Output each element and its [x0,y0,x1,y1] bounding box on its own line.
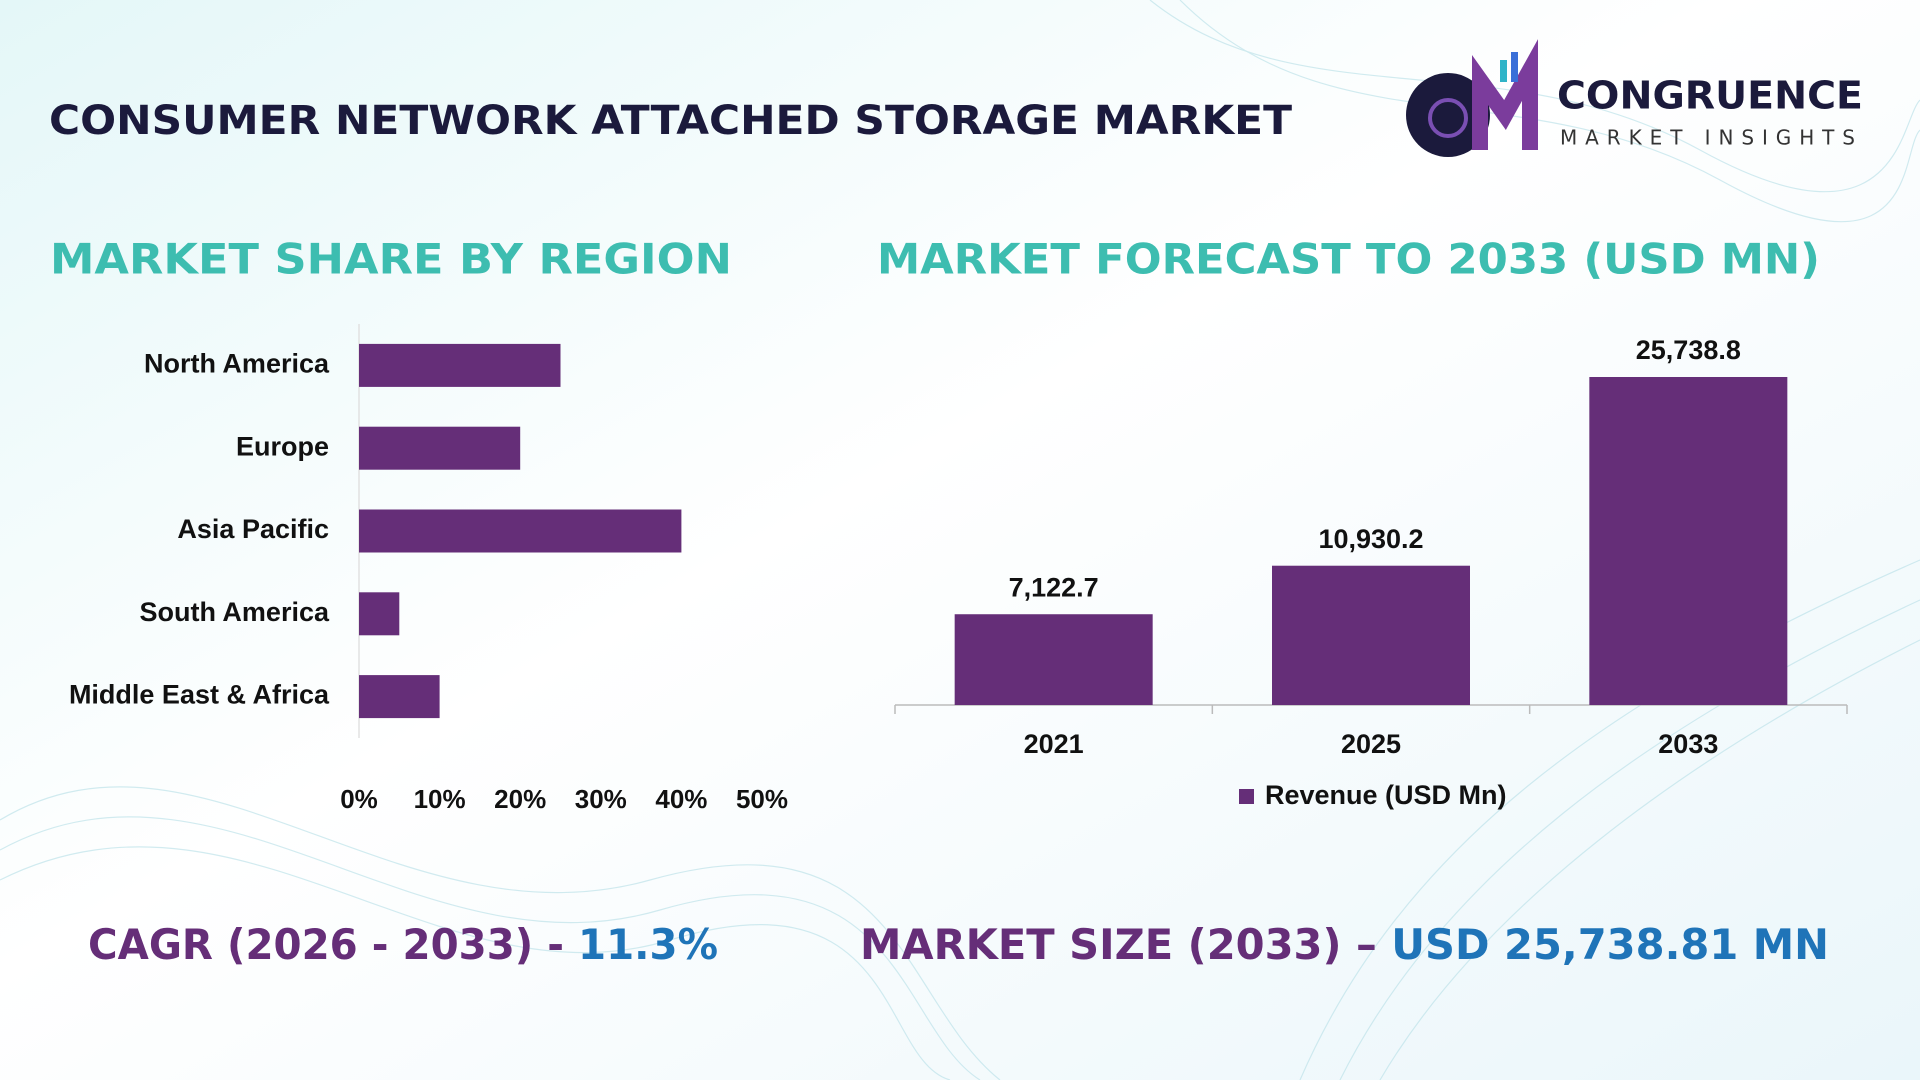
bar [359,426,521,470]
y-tick-label: South America [139,597,330,627]
legend-label: Revenue (USD Mn) [1265,780,1507,810]
logo-m [1472,39,1538,150]
y-tick-label: North America [144,349,330,379]
x-tick-label: 20% [494,784,546,814]
bar [359,509,682,553]
cagr-label: CAGR (2026 - 2033) - [88,920,578,969]
x-tick-label: 40% [655,784,707,814]
y-tick-label: Asia Pacific [177,514,329,544]
x-tick-label: 30% [575,784,627,814]
x-tick-label: 0% [340,784,378,814]
bar [359,675,440,719]
bar [359,592,400,636]
logo-mark [1406,73,1490,157]
logo-bar [1500,60,1507,82]
cagr-value: 11.3% [578,920,718,969]
bar [954,614,1153,705]
market-size: MARKET SIZE (2033) – USD 25,738.81 MN [860,920,1829,969]
x-tick-label: 2021 [1024,729,1084,759]
market-size-value: USD 25,738.81 MN [1391,920,1829,969]
legend-swatch [1239,789,1254,804]
x-tick-label: 2025 [1341,729,1401,759]
chart-title: MARKET FORECAST TO 2033 (USD MN) [877,235,1820,284]
bar [1589,377,1788,705]
y-tick-label: Middle East & Africa [69,680,330,710]
logo-bar [1511,52,1518,82]
cagr: CAGR (2026 - 2033) - 11.3% [88,920,718,969]
x-tick-label: 2033 [1658,729,1718,759]
data-label: 7,122.7 [1009,572,1099,602]
bar [1272,565,1470,705]
market-size-label: MARKET SIZE (2033) – [860,920,1391,969]
logo-tagline: MARKET INSIGHTS [1560,126,1860,150]
bar [359,343,561,387]
x-tick-label: 50% [736,784,788,814]
logo-name: CONGRUENCE [1557,74,1863,118]
data-label: 10,930.2 [1318,524,1423,554]
page-title: CONSUMER NETWORK ATTACHED STORAGE MARKET [49,98,1293,144]
y-tick-label: Europe [236,431,329,461]
logo-globe [1428,98,1468,138]
chart-title: MARKET SHARE BY REGION [50,235,732,284]
logo: CONGRUENCE MARKET INSIGHTS [1406,39,1863,157]
data-label: 25,738.8 [1636,335,1741,365]
x-tick-label: 10% [414,784,466,814]
